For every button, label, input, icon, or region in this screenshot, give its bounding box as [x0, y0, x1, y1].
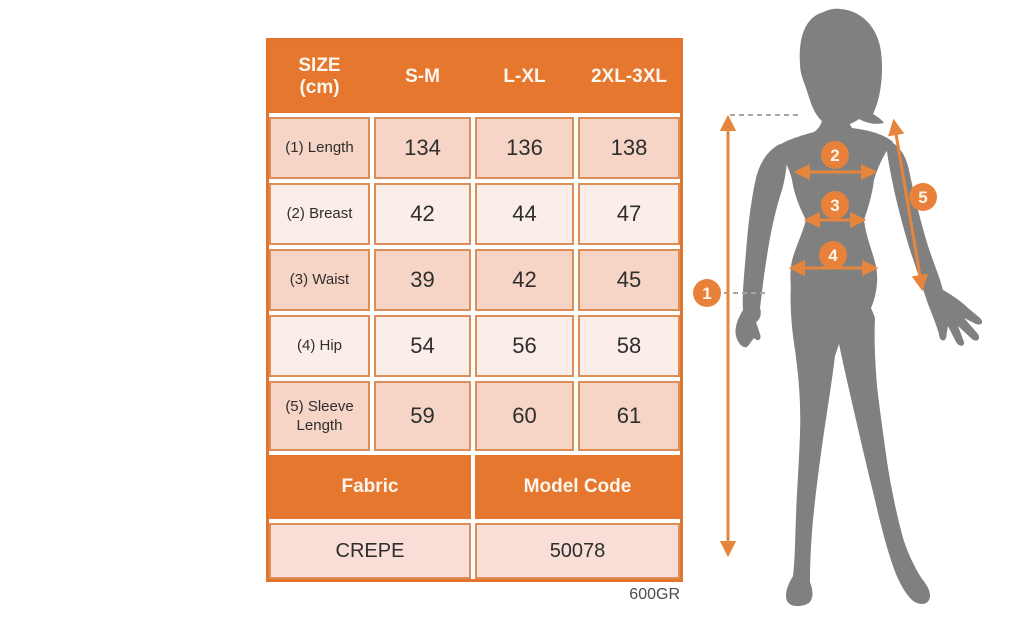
header-cell-size: SIZE (cm)	[269, 41, 370, 113]
value-cell: 42	[374, 183, 471, 245]
svg-text:1: 1	[702, 284, 711, 303]
svg-text:3: 3	[830, 196, 839, 215]
measurement-figure: 1 2 3 4 5	[688, 4, 1018, 618]
value-cell: 54	[374, 315, 471, 377]
value-cell: 56	[475, 315, 574, 377]
size-table: SIZE (cm) S-M L-XL 2XL-3XL (1) Length 13…	[266, 38, 683, 582]
value-cell: 47	[578, 183, 680, 245]
size-header-label: SIZE (cm)	[298, 55, 341, 98]
value-cell: 39	[374, 249, 471, 311]
marker-circle-1: 1	[693, 279, 721, 307]
value-cell: 42	[475, 249, 574, 311]
fabric-value-cell: CREPE	[269, 523, 471, 579]
header-cell-lxl: L-XL	[503, 66, 546, 88]
row-label-sleeve-length: (5) Sleeve Length	[269, 381, 370, 451]
row-label-breast: (2) Breast	[269, 183, 370, 245]
row-label-hip: (4) Hip	[269, 315, 370, 377]
value-cell: 60	[475, 381, 574, 451]
marker-circle-2: 2	[821, 141, 849, 169]
value-cell: 45	[578, 249, 680, 311]
value-cell: 138	[578, 117, 680, 179]
svg-text:2: 2	[830, 146, 839, 165]
value-cell: 134	[374, 117, 471, 179]
model-code-value-cell: 50078	[475, 523, 680, 579]
header-cell-2xl3xl: 2XL-3XL	[590, 66, 668, 88]
marker-circle-4: 4	[819, 241, 847, 269]
footer-header-model-code: Model Code	[475, 455, 680, 519]
footer-header-fabric: Fabric	[269, 455, 471, 519]
woman-silhouette-icon	[735, 8, 983, 607]
svg-text:4: 4	[828, 246, 838, 265]
value-cell: 59	[374, 381, 471, 451]
weight-note: 600GR	[629, 586, 680, 603]
value-cell: 61	[578, 381, 680, 451]
measure-arrow-sleeve	[888, 118, 928, 292]
value-cell: 136	[475, 117, 574, 179]
value-cell: 58	[578, 315, 680, 377]
header-cell-sm: S-M	[405, 66, 440, 88]
value-cell: 44	[475, 183, 574, 245]
marker-circle-5: 5	[909, 183, 937, 211]
svg-text:5: 5	[918, 188, 927, 207]
row-label-waist: (3) Waist	[269, 249, 370, 311]
row-label-length: (1) Length	[269, 117, 370, 179]
table-header-row: SIZE (cm) S-M L-XL 2XL-3XL	[269, 41, 680, 113]
marker-circle-3: 3	[821, 191, 849, 219]
